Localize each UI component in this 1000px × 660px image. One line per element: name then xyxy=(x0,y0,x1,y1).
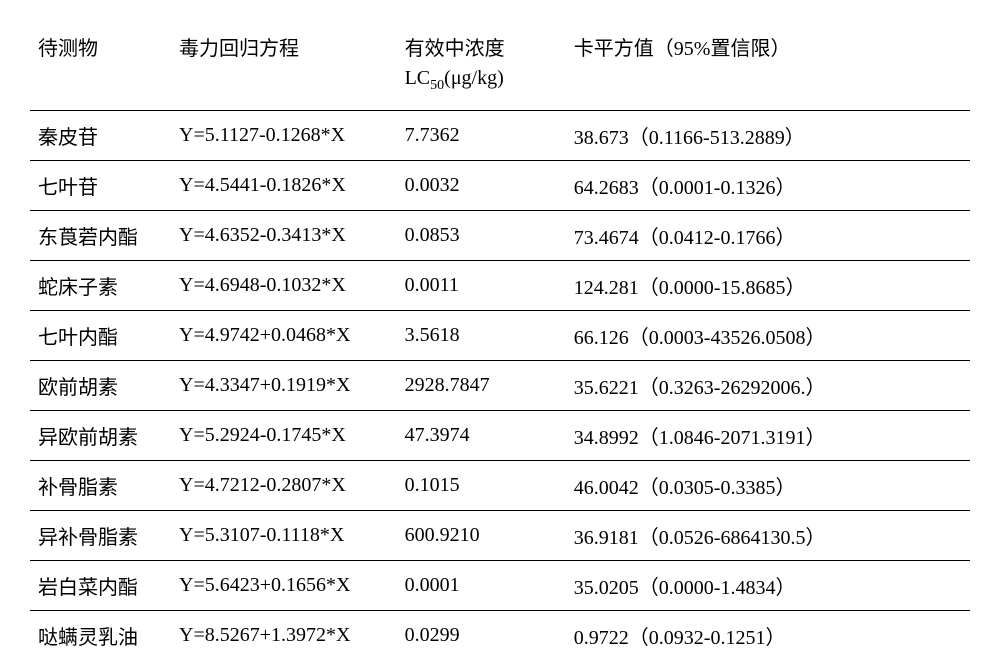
cell-lc50: 600.9210 xyxy=(397,511,566,561)
cell-chi-square: 73.4674（0.0412-0.1766） xyxy=(566,211,970,261)
header-substance: 待测物 xyxy=(30,20,171,111)
cell-lc50: 2928.7847 xyxy=(397,361,566,411)
table-row: 补骨脂素Y=4.7212-0.2807*X0.101546.0042（0.030… xyxy=(30,461,970,511)
table-row: 哒螨灵乳油Y=8.5267+1.3972*X0.02990.9722（0.093… xyxy=(30,611,970,660)
cell-equation: Y=4.6948-0.1032*X xyxy=(171,261,397,311)
header-chi-square: 卡平方值（95%置信限） xyxy=(566,20,970,111)
cell-equation: Y=4.9742+0.0468*X xyxy=(171,311,397,361)
cell-equation: Y=8.5267+1.3972*X xyxy=(171,611,397,660)
cell-chi-square: 36.9181（0.0526-6864130.5） xyxy=(566,511,970,561)
cell-equation: Y=4.6352-0.3413*X xyxy=(171,211,397,261)
cell-lc50: 0.0853 xyxy=(397,211,566,261)
cell-substance: 东莨菪内酯 xyxy=(30,211,171,261)
table-row: 秦皮苷Y=5.1127-0.1268*X7.736238.673（0.1166-… xyxy=(30,111,970,161)
table-body: 秦皮苷Y=5.1127-0.1268*X7.736238.673（0.1166-… xyxy=(30,111,970,660)
cell-substance: 欧前胡素 xyxy=(30,361,171,411)
cell-lc50: 0.0299 xyxy=(397,611,566,660)
cell-substance: 异补骨脂素 xyxy=(30,511,171,561)
cell-substance: 岩白菜内酯 xyxy=(30,561,171,611)
cell-equation: Y=4.5441-0.1826*X xyxy=(171,161,397,211)
table-row: 异欧前胡素Y=5.2924-0.1745*X47.397434.8992（1.0… xyxy=(30,411,970,461)
cell-equation: Y=5.2924-0.1745*X xyxy=(171,411,397,461)
cell-equation: Y=4.3347+0.1919*X xyxy=(171,361,397,411)
table-row: 七叶苷Y=4.5441-0.1826*X0.003264.2683（0.0001… xyxy=(30,161,970,211)
header-lc50-line1: 有效中浓度 xyxy=(405,38,505,60)
cell-chi-square: 64.2683（0.0001-0.1326） xyxy=(566,161,970,211)
cell-lc50: 3.5618 xyxy=(397,311,566,361)
cell-chi-square: 0.9722（0.0932-0.1251） xyxy=(566,611,970,660)
toxicity-data-table: 待测物 毒力回归方程 有效中浓度 LC50(μg/kg) 卡平方值（95%置信限… xyxy=(30,20,970,660)
cell-substance: 七叶苷 xyxy=(30,161,171,211)
table-row: 欧前胡素Y=4.3347+0.1919*X2928.784735.6221（0.… xyxy=(30,361,970,411)
table-row: 东莨菪内酯Y=4.6352-0.3413*X0.085373.4674（0.04… xyxy=(30,211,970,261)
cell-substance: 蛇床子素 xyxy=(30,261,171,311)
table-row: 七叶内酯Y=4.9742+0.0468*X3.561866.126（0.0003… xyxy=(30,311,970,361)
cell-substance: 哒螨灵乳油 xyxy=(30,611,171,660)
cell-lc50: 0.1015 xyxy=(397,461,566,511)
cell-substance: 七叶内酯 xyxy=(30,311,171,361)
header-lc50: 有效中浓度 LC50(μg/kg) xyxy=(397,20,566,111)
cell-equation: Y=5.3107-0.1118*X xyxy=(171,511,397,561)
cell-equation: Y=5.6423+0.1656*X xyxy=(171,561,397,611)
cell-substance: 补骨脂素 xyxy=(30,461,171,511)
table-row: 异补骨脂素Y=5.3107-0.1118*X600.921036.9181（0.… xyxy=(30,511,970,561)
cell-lc50: 0.0001 xyxy=(397,561,566,611)
cell-chi-square: 35.0205（0.0000-1.4834） xyxy=(566,561,970,611)
table-header-row: 待测物 毒力回归方程 有效中浓度 LC50(μg/kg) 卡平方值（95%置信限… xyxy=(30,20,970,111)
cell-chi-square: 66.126（0.0003-43526.0508） xyxy=(566,311,970,361)
table-row: 岩白菜内酯Y=5.6423+0.1656*X0.000135.0205（0.00… xyxy=(30,561,970,611)
header-equation: 毒力回归方程 xyxy=(171,20,397,111)
cell-chi-square: 34.8992（1.0846-2071.3191） xyxy=(566,411,970,461)
cell-lc50: 0.0032 xyxy=(397,161,566,211)
cell-substance: 异欧前胡素 xyxy=(30,411,171,461)
cell-lc50: 47.3974 xyxy=(397,411,566,461)
cell-chi-square: 35.6221（0.3263-26292006.） xyxy=(566,361,970,411)
cell-substance: 秦皮苷 xyxy=(30,111,171,161)
cell-lc50: 0.0011 xyxy=(397,261,566,311)
cell-chi-square: 46.0042（0.0305-0.3385） xyxy=(566,461,970,511)
header-lc50-line2: LC50(μg/kg) xyxy=(405,67,558,94)
cell-chi-square: 38.673（0.1166-513.2889） xyxy=(566,111,970,161)
cell-lc50: 7.7362 xyxy=(397,111,566,161)
cell-equation: Y=5.1127-0.1268*X xyxy=(171,111,397,161)
cell-chi-square: 124.281（0.0000-15.8685） xyxy=(566,261,970,311)
cell-equation: Y=4.7212-0.2807*X xyxy=(171,461,397,511)
table-row: 蛇床子素Y=4.6948-0.1032*X0.0011124.281（0.000… xyxy=(30,261,970,311)
